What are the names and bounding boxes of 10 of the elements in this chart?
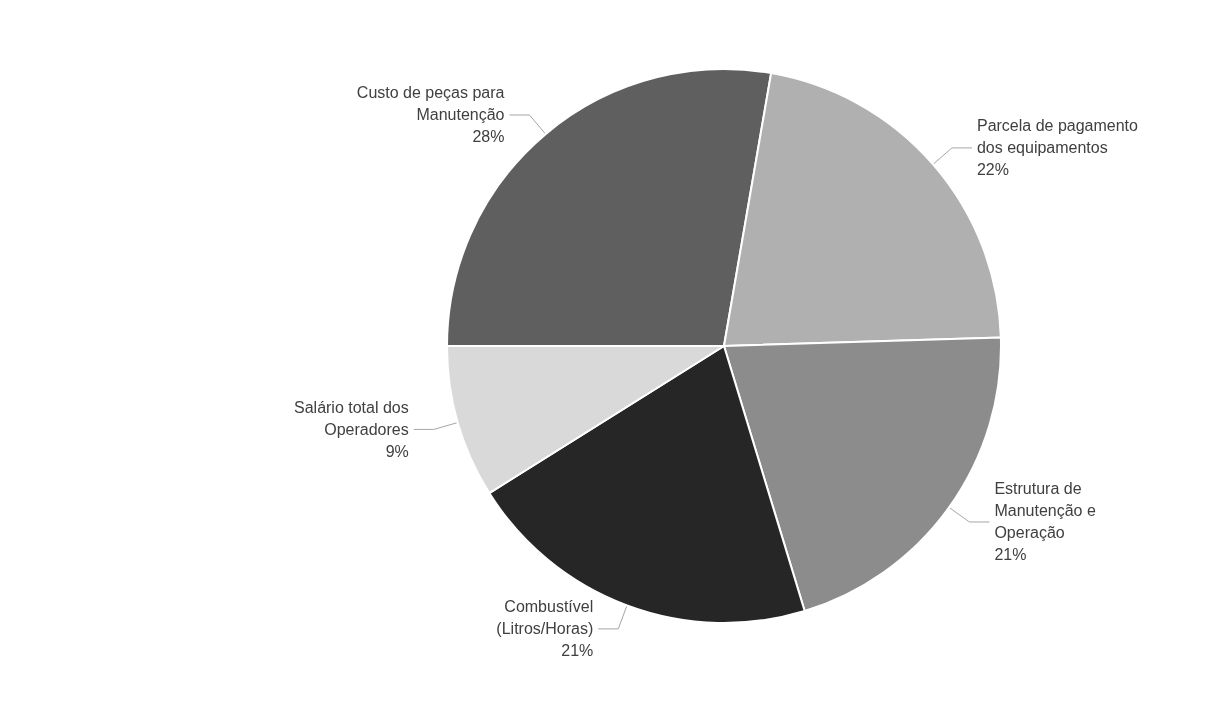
data-label: 9% [385, 442, 409, 460]
data-label: 21% [561, 642, 594, 660]
data-label: 22% [976, 161, 1009, 179]
slice-label: Estrutura de Manutenção e Operação [994, 480, 1096, 542]
slice-label: Custo de peças para Manutenção [356, 84, 505, 124]
slice-label: Combustível (Litros/Horas) [496, 598, 594, 638]
slice-label: Salário total dos Operadores [294, 398, 409, 438]
data-label: 28% [472, 128, 505, 146]
slice-label: Parcela de pagamento dos equipamentos [976, 117, 1139, 157]
data-label: 21% [994, 546, 1027, 564]
